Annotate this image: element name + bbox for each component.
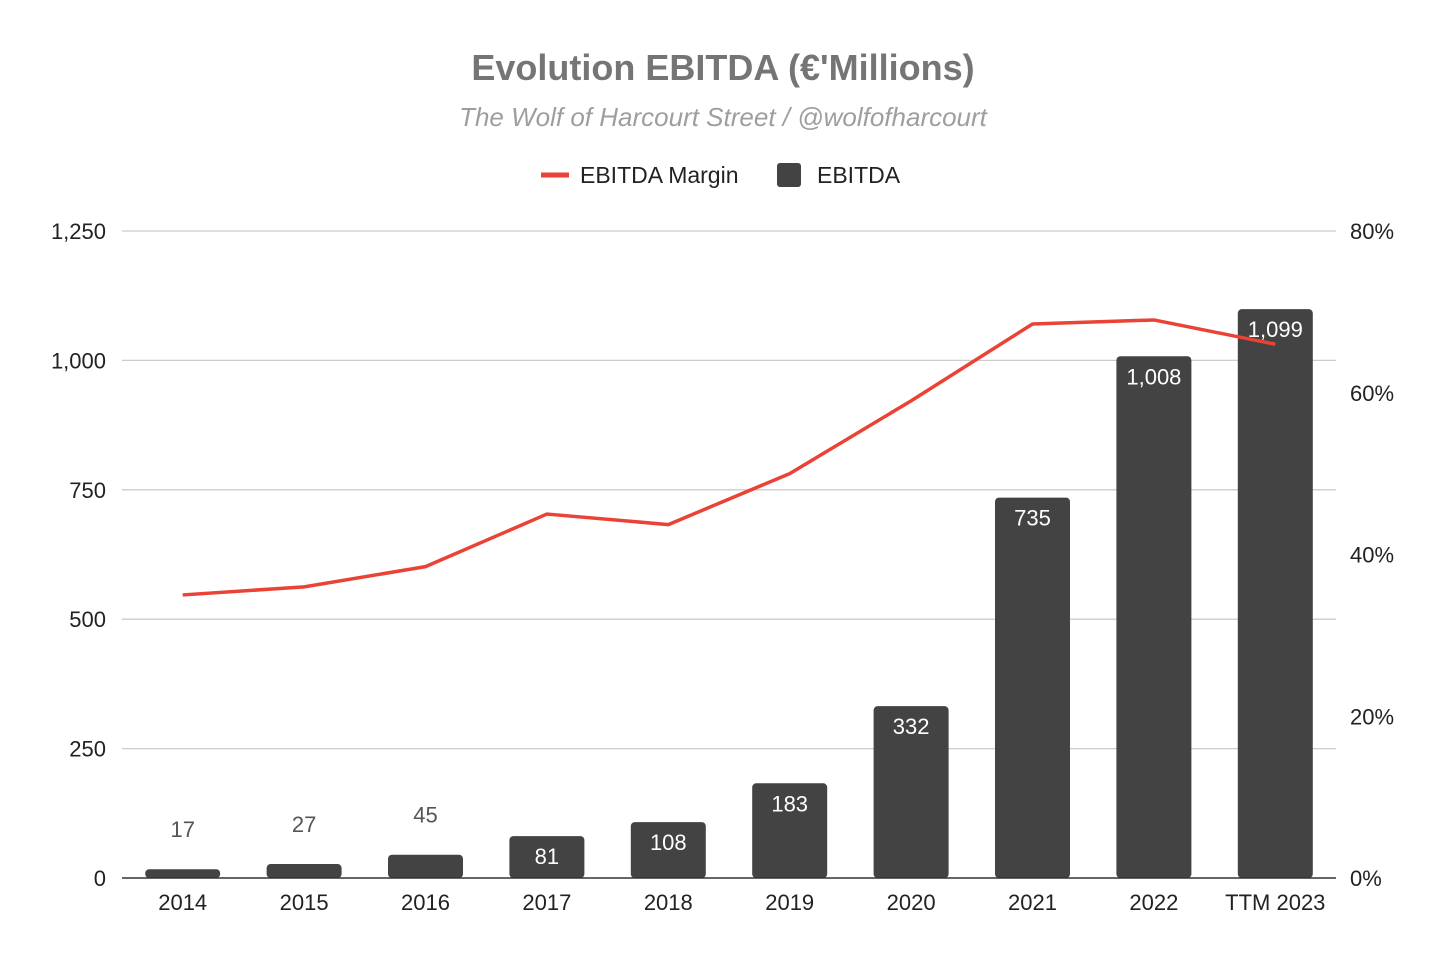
right-tick-label: 60%	[1350, 381, 1394, 406]
bar-value-label: 735	[1014, 506, 1051, 531]
right-tick-label: 80%	[1350, 219, 1394, 244]
bar	[1237, 309, 1313, 878]
x-tick-label: 2018	[644, 890, 693, 915]
left-tick-label: 0	[94, 866, 106, 891]
right-tick-label: 20%	[1350, 704, 1394, 729]
left-tick-label: 500	[69, 607, 106, 632]
x-tick-label: 2022	[1129, 890, 1178, 915]
right-tick-label: 0%	[1350, 866, 1382, 891]
legend: EBITDA Margin EBITDA	[541, 162, 901, 188]
bar-value-label: 45	[413, 803, 437, 828]
bar-value-label: 332	[893, 714, 930, 739]
bar-value-label: 17	[170, 817, 194, 842]
data-labels: 17 27 45 81 108 183 332 735 1,008 1,099	[170, 317, 1302, 869]
bar	[873, 706, 949, 878]
bar	[752, 783, 828, 878]
chart-subtitle: The Wolf of Harcourt Street / @wolfofhar…	[459, 102, 989, 132]
left-tick-label: 250	[69, 737, 106, 762]
bar	[509, 836, 585, 878]
left-tick-label: 1,000	[51, 348, 106, 373]
bar	[388, 854, 463, 878]
legend-label-ebitda: EBITDA	[817, 162, 901, 188]
bar-value-label: 183	[771, 791, 808, 816]
x-axis-ticks: 2014 2015 2016 2017 2018 2019 2020 2021 2022 TTM …	[158, 890, 1325, 915]
margin-line	[182, 318, 1276, 597]
x-tick-label: 2020	[887, 890, 936, 915]
x-tick-label: 2014	[158, 890, 207, 915]
bar-value-label: 108	[650, 830, 687, 855]
x-tick-label: 2016	[401, 890, 450, 915]
bar	[1116, 356, 1192, 879]
bar	[995, 497, 1070, 878]
left-axis-ticks: 0 250 500 750 1,000 1,250	[51, 219, 106, 891]
left-tick-label: 750	[69, 478, 106, 503]
left-tick-label: 1,250	[51, 219, 106, 244]
legend-bar-swatch	[777, 163, 801, 187]
bars	[145, 309, 1313, 879]
bar	[266, 864, 342, 878]
x-tick-label: TTM 2023	[1225, 890, 1325, 915]
bar	[145, 869, 221, 878]
bar-value-label: 1,099	[1248, 317, 1303, 342]
right-axis-ticks: 0% 20% 40% 60% 80%	[1350, 219, 1394, 891]
right-tick-label: 40%	[1350, 543, 1394, 568]
x-tick-label: 2015	[280, 890, 329, 915]
legend-label-margin: EBITDA Margin	[580, 162, 739, 188]
bar-value-label: 81	[535, 844, 559, 869]
bar	[630, 822, 706, 878]
ebitda-margin-line	[182, 318, 1276, 597]
x-tick-label: 2019	[765, 890, 814, 915]
x-tick-label: 2017	[522, 890, 571, 915]
bar-value-label: 1,008	[1126, 364, 1181, 389]
bar-value-label: 27	[292, 812, 316, 837]
x-tick-label: 2021	[1008, 890, 1057, 915]
chart-title: Evolution EBITDA (€'Millions)	[471, 47, 974, 88]
